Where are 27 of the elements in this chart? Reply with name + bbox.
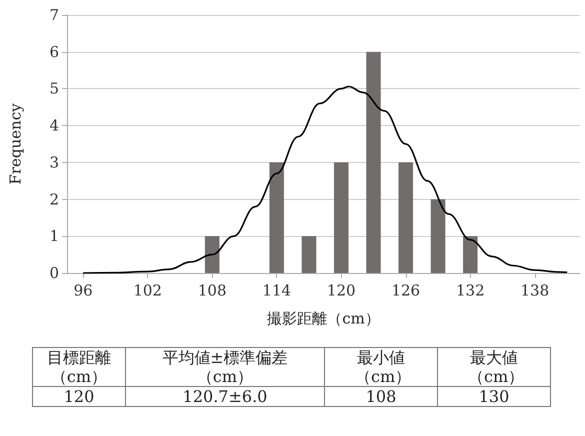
x-tick-label: 96: [74, 282, 93, 300]
text: 130: [478, 387, 510, 406]
y-axis-title: Frequency: [6, 102, 24, 185]
y-tick-label: 3: [49, 153, 59, 172]
y-tick-label: 4: [49, 116, 59, 135]
line-series: [82, 86, 568, 274]
y-tick-label: 0: [49, 264, 59, 282]
x-tick-label: 120: [326, 282, 356, 300]
text: 目標距離（cm）: [46, 348, 112, 386]
y-tick-label: 6: [49, 42, 59, 61]
y-tick-label: 1: [49, 227, 59, 246]
x-tick-label: 132: [456, 282, 485, 300]
text: 108: [364, 387, 398, 406]
y-tick-label: 2: [49, 190, 59, 208]
y-tick-label: 7: [49, 6, 59, 24]
x-tick-label: 102: [133, 282, 162, 300]
x-tick-label: 114: [262, 282, 292, 300]
x-tick-label: 126: [391, 282, 420, 300]
x-axis-title: 撮影距離（cm）: [267, 310, 380, 328]
x-tick-label: 138: [520, 282, 550, 300]
y-tick-label: 5: [49, 80, 59, 98]
text: 120.7±6.0: [182, 387, 268, 406]
text: 最大値（cm）: [468, 348, 524, 386]
text: 平均値±標準偏差（cm）: [161, 348, 289, 386]
text: 最小値（cm）: [355, 348, 412, 386]
x-tick-label: 108: [198, 282, 227, 300]
text: 120: [62, 387, 96, 406]
